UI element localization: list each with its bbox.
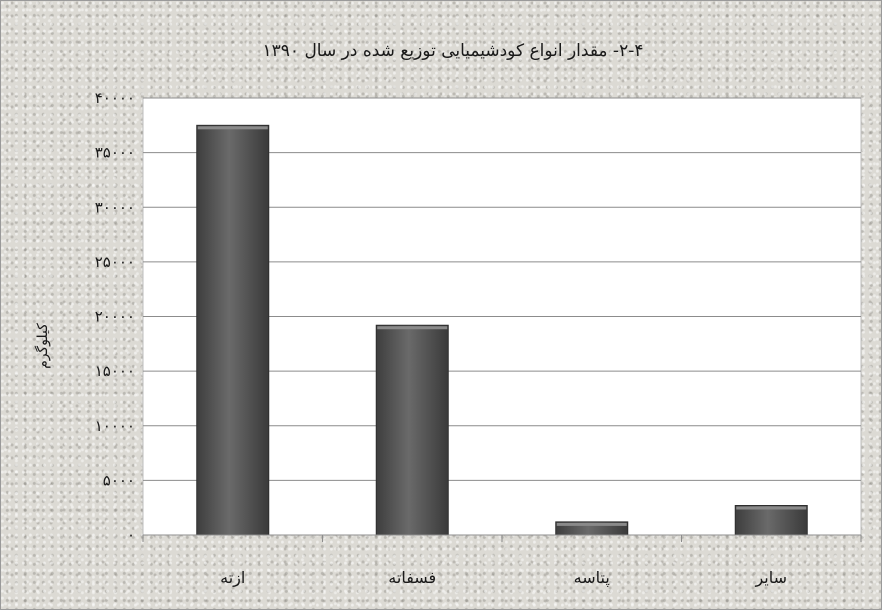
bars xyxy=(196,124,808,536)
chart-title: ۲-۴- مقدار انواع کودشیمیایی توزیع شده در… xyxy=(263,41,644,61)
bar xyxy=(734,505,808,536)
y-axis-label: کیلوگرم xyxy=(34,323,51,369)
y-tick-label: ۳۰۰۰۰ xyxy=(95,198,135,216)
x-tick-label: فسفاته xyxy=(388,568,436,587)
y-tick-label: ۳۵۰۰۰ xyxy=(95,144,135,162)
bar xyxy=(196,124,270,536)
x-axis-ticks xyxy=(142,535,862,542)
y-tick-label: ۴۰۰۰۰ xyxy=(95,89,135,107)
x-tick-label: سایر xyxy=(754,568,787,588)
y-tick-label: ۲۵۰۰۰ xyxy=(95,253,135,271)
x-axis-tick-labels: ازته فسفاته پتاسه سایر xyxy=(220,568,787,588)
bar-highlight xyxy=(377,326,448,330)
y-tick-label: ۰ xyxy=(127,526,135,544)
y-tick-label: ۵۰۰۰ xyxy=(103,471,135,489)
y-tick-label: ۱۰۰۰۰ xyxy=(95,417,135,435)
bar-highlight xyxy=(736,506,807,510)
y-tick-label: ۱۵۰۰۰ xyxy=(95,362,135,380)
bar xyxy=(375,324,449,536)
bar-highlight xyxy=(197,126,268,130)
x-tick-label: ازته xyxy=(220,568,245,588)
x-tick-label: پتاسه xyxy=(574,568,610,588)
y-axis-tick-labels: ۰ ۵۰۰۰ ۱۰۰۰۰ ۱۵۰۰۰ ۲۰۰۰۰ ۲۵۰۰۰ ۳۰۰۰۰ ۳۵۰۰۰ ۴۰۰۰۰ xyxy=(95,89,135,544)
y-tick-label: ۲۰۰۰۰ xyxy=(95,308,135,326)
bar-highlight xyxy=(556,522,627,526)
